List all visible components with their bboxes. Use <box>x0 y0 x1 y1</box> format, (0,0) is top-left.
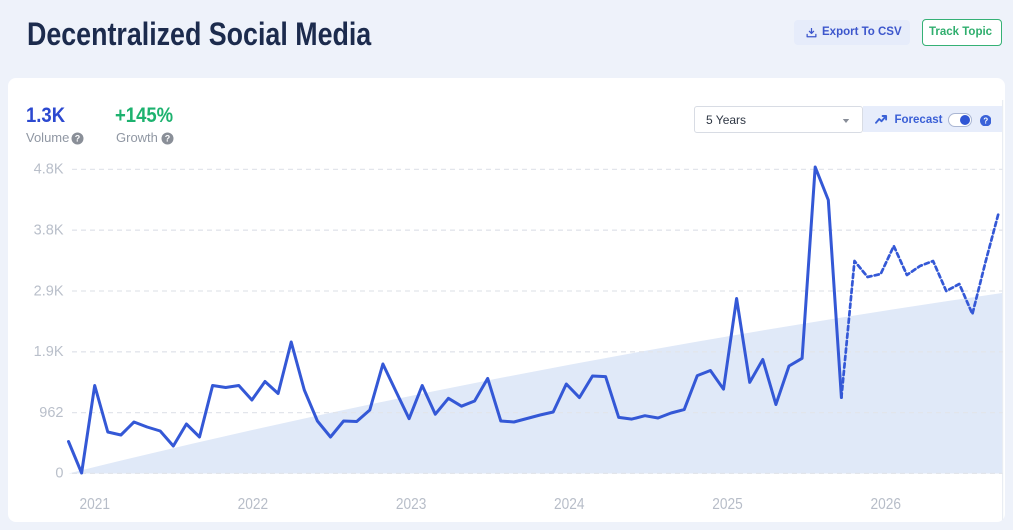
svg-text:3.8K: 3.8K <box>34 223 64 239</box>
svg-text:0: 0 <box>55 466 63 482</box>
svg-text:2024: 2024 <box>554 496 585 513</box>
svg-text:1.9K: 1.9K <box>34 344 64 360</box>
svg-text:2026: 2026 <box>870 496 901 513</box>
svg-text:?: ? <box>165 133 171 143</box>
svg-text:4.8K: 4.8K <box>34 162 64 178</box>
svg-text:?: ? <box>983 116 988 125</box>
svg-text:2021: 2021 <box>79 496 110 513</box>
svg-text:2023: 2023 <box>396 496 427 513</box>
svg-text:962: 962 <box>39 405 63 421</box>
svg-text:?: ? <box>75 133 81 143</box>
svg-text:2022: 2022 <box>238 496 269 513</box>
svg-text:2025: 2025 <box>712 496 743 513</box>
svg-text:2.9K: 2.9K <box>34 283 64 299</box>
